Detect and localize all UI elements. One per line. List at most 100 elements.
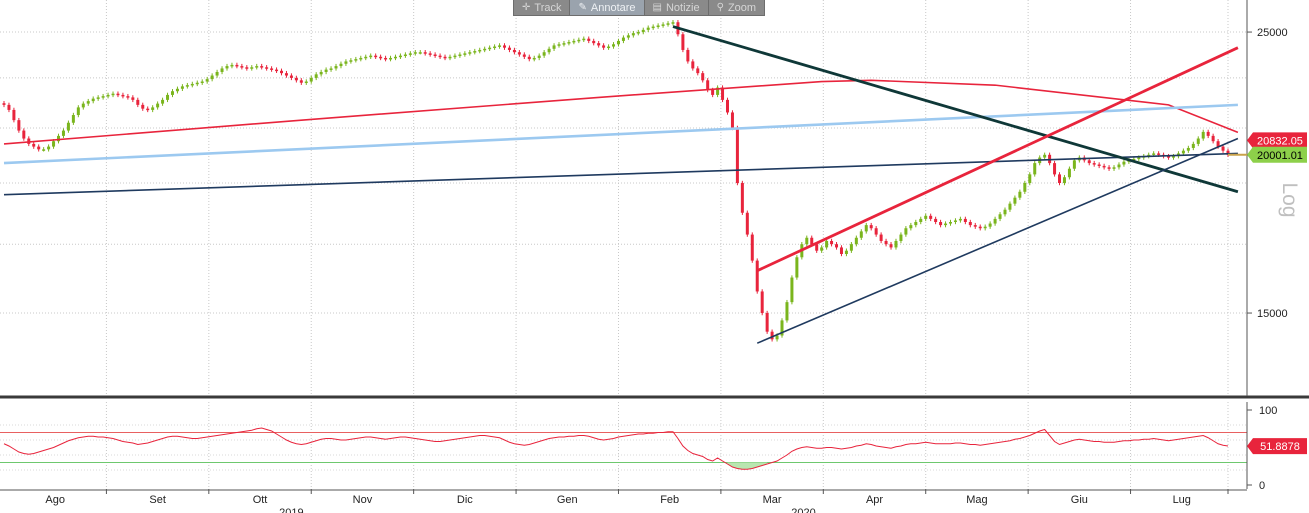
- candle-body: [1028, 174, 1032, 184]
- month-label: Ott: [253, 494, 268, 506]
- candle-body: [958, 218, 962, 221]
- candle-body: [820, 247, 824, 251]
- candle-body: [498, 45, 502, 47]
- candle-body: [1087, 160, 1091, 164]
- candle-body: [1107, 167, 1111, 169]
- candle-body: [1053, 163, 1057, 175]
- candle-body: [468, 52, 472, 54]
- scale-type-label[interactable]: Log: [1278, 182, 1301, 217]
- rsi-value-badge-bg: [1247, 438, 1307, 455]
- moving-average-badge-bg: [1247, 132, 1307, 149]
- navy-trend-line: [3, 152, 1238, 196]
- candle-body: [284, 73, 288, 76]
- candle-body: [76, 107, 80, 116]
- rsi-tick-label: 100: [1259, 405, 1277, 417]
- candle-body: [369, 55, 373, 58]
- candle-body: [696, 68, 700, 74]
- month-label: Dic: [457, 494, 473, 506]
- candle-body: [656, 25, 660, 27]
- candle-body: [131, 97, 135, 100]
- candle-body: [919, 218, 923, 222]
- candlestick-series: [2, 20, 1230, 342]
- candle-body: [889, 244, 893, 248]
- month-label: Apr: [866, 494, 883, 506]
- annotate-button[interactable]: ✎ Annotare: [570, 0, 645, 15]
- year-label: 2020: [791, 507, 815, 513]
- candle-body: [170, 91, 174, 95]
- candle-body: [141, 104, 145, 109]
- candle-body: [314, 74, 318, 78]
- candle-body: [1092, 163, 1096, 165]
- candle-body: [1216, 141, 1220, 147]
- candle-body: [1201, 131, 1205, 139]
- candle-body: [874, 228, 878, 235]
- candle-body: [398, 55, 402, 58]
- candle-body: [319, 71, 323, 75]
- red-channel-upper-line: [756, 46, 1239, 272]
- candle-body: [151, 107, 155, 110]
- candle-body: [453, 55, 457, 58]
- candle-body: [626, 35, 630, 38]
- light-blue-trend-line: [3, 103, 1238, 165]
- candle-body: [577, 39, 581, 42]
- candle-body: [1191, 143, 1195, 148]
- candle-body: [438, 55, 442, 58]
- candle-body: [275, 69, 279, 72]
- candle-body: [289, 75, 293, 78]
- candle-body: [190, 83, 194, 86]
- candle-body: [517, 52, 521, 55]
- candle-body: [433, 54, 437, 57]
- candle-body: [334, 66, 338, 69]
- zoom-label: Zoom: [727, 1, 757, 14]
- candle-body: [111, 93, 115, 96]
- candle-body: [948, 221, 952, 224]
- track-label: Track: [534, 1, 562, 14]
- candle-body: [740, 183, 744, 213]
- trend-lines: [3, 25, 1239, 344]
- candle-body: [616, 40, 620, 45]
- candle-body: [299, 80, 303, 83]
- candle-body: [557, 44, 561, 46]
- candle-body: [1211, 135, 1215, 142]
- candle-body: [61, 130, 65, 136]
- candle-body: [631, 33, 635, 36]
- rsi-panel-grid: [0, 402, 1247, 489]
- candle-body: [760, 291, 764, 314]
- candle-body: [953, 220, 957, 222]
- track-button[interactable]: ✛ Track: [514, 0, 571, 15]
- price-tick-label: 15000: [1257, 308, 1288, 320]
- candle-body: [552, 45, 556, 49]
- candle-body: [522, 54, 526, 57]
- candle-body: [725, 99, 729, 113]
- candle-body: [1221, 146, 1225, 151]
- candle-body: [180, 86, 184, 89]
- candle-body: [260, 66, 264, 68]
- candle-body: [993, 218, 997, 224]
- candle-body: [96, 97, 100, 99]
- candle-body: [795, 257, 799, 278]
- candle-body: [106, 94, 110, 97]
- magnifier-icon: ⚲: [716, 1, 724, 13]
- candle-body: [413, 52, 417, 54]
- candle-body: [914, 221, 918, 226]
- candle-body: [205, 79, 209, 82]
- candle-body: [532, 57, 536, 60]
- month-label: Giu: [1071, 494, 1088, 506]
- candle-body: [507, 47, 511, 50]
- candle-body: [374, 55, 378, 58]
- candle-body: [7, 104, 11, 110]
- month-label: Set: [149, 494, 166, 506]
- candle-body: [869, 225, 873, 229]
- news-button[interactable]: ▤ Notizie: [645, 0, 709, 15]
- zoom-button[interactable]: ⚲ Zoom: [709, 0, 764, 15]
- rsi-oversold-fill: [727, 462, 768, 470]
- candle-body: [1062, 177, 1066, 184]
- candle-body: [389, 57, 393, 60]
- candle-body: [701, 73, 705, 81]
- candle-body: [235, 64, 239, 67]
- candle-body: [483, 48, 487, 51]
- candle-body: [1122, 161, 1126, 165]
- candle-body: [612, 44, 616, 47]
- candle-body: [1033, 163, 1037, 175]
